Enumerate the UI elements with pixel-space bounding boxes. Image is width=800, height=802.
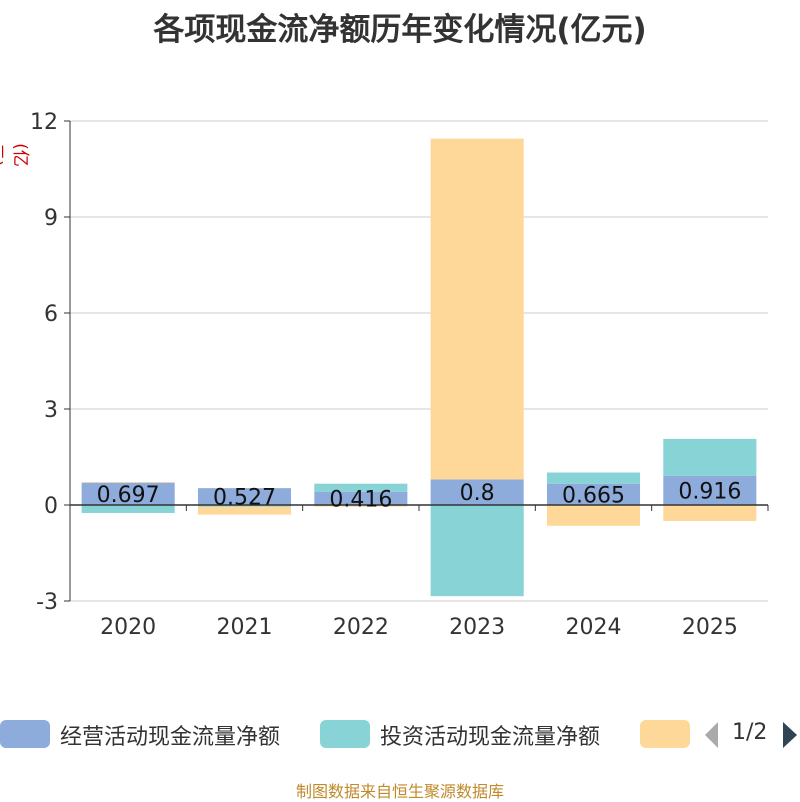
x-tick-label: 2020 xyxy=(100,615,156,640)
bar-financing-2023 xyxy=(430,138,524,480)
bar-financing-2021 xyxy=(197,506,292,515)
data-source-footer: 制图数据来自恒生聚源数据库 xyxy=(295,782,504,801)
chart-title: 各项现金流净额历年变化情况(亿元) xyxy=(153,12,647,48)
x-tick-label: 2021 xyxy=(217,615,273,640)
bar-financing-2022 xyxy=(314,505,408,507)
legend-next-page-icon[interactable] xyxy=(783,722,797,748)
bar-operating-2023 xyxy=(430,479,524,505)
data-label: 0.8 xyxy=(460,481,495,506)
y-tick-label: 3 xyxy=(44,398,58,423)
bar-investing-2022 xyxy=(314,483,408,492)
bar-operating-2022 xyxy=(314,491,408,505)
bar-financing-2025 xyxy=(663,505,757,521)
bar-investing-2021 xyxy=(197,505,292,507)
bar-investing-2024 xyxy=(546,472,641,484)
data-label: 0.697 xyxy=(97,483,160,508)
legend-label-operating[interactable]: 经营活动现金流量净额 xyxy=(60,725,281,750)
chart-area: -3 0 3 6 9 12 2020 2021 2022 2023 2024 2025 0.697 0.5… xyxy=(30,110,769,640)
x-tick-label: 2023 xyxy=(449,615,505,640)
legend-swatch-operating[interactable] xyxy=(0,720,50,748)
y-tick-label: 0 xyxy=(44,494,58,519)
data-label: 0.916 xyxy=(678,479,741,504)
y-tick-label: -3 xyxy=(36,590,58,615)
bar-investing-2020 xyxy=(81,505,175,513)
x-tick-label: 2025 xyxy=(682,615,738,640)
legend-swatch-investing[interactable] xyxy=(320,720,370,748)
bar-operating-2020 xyxy=(81,482,175,505)
legend-swatch-financing[interactable] xyxy=(640,720,690,748)
legend-label-investing[interactable]: 投资活动现金流量净额 xyxy=(380,725,601,750)
bar-operating-2021 xyxy=(197,488,292,505)
x-tick-label: 2022 xyxy=(333,615,389,640)
y-tick-label: 6 xyxy=(44,302,58,327)
data-label: 0.416 xyxy=(329,487,392,512)
x-tick-label: 2024 xyxy=(566,615,622,640)
bar-financing-2024 xyxy=(546,505,641,526)
bar-operating-2025 xyxy=(663,475,757,505)
y-tick-label: 9 xyxy=(44,206,58,231)
bar-investing-2025 xyxy=(663,438,757,476)
bar-investing-2023 xyxy=(430,505,524,597)
legend-page-indicator: 1/2 xyxy=(732,720,768,745)
data-label: 0.527 xyxy=(213,486,276,511)
y-tick-label: 12 xyxy=(30,110,58,135)
data-label: 0.665 xyxy=(562,483,625,508)
bar-financing-2020 xyxy=(81,482,175,483)
bar-operating-2024 xyxy=(546,483,641,505)
legend-prev-page-icon[interactable] xyxy=(705,722,718,748)
